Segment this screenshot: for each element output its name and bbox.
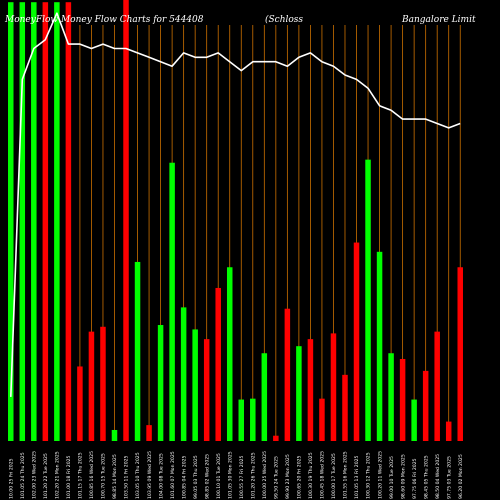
x-tick-label: 98.50 04 Wed 2025	[435, 454, 441, 499]
bar	[457, 267, 463, 441]
bar	[319, 398, 325, 441]
x-tick-label: 102.20 21 Mon 2025	[55, 451, 61, 499]
x-tick-label: 99.90 23 Mon 2025	[285, 454, 291, 499]
x-tick-label: 98.85 14 Mon 2025	[112, 454, 118, 499]
x-tick-label: 100.30 12 Thu 2025	[366, 452, 372, 499]
x-tick-label: 100.65 20 Fri 2025	[297, 455, 303, 499]
tick-layer: 10.00 25 Fri 2025 101.05 24 Thu 2025 102.0…	[8, 451, 463, 499]
bar	[88, 331, 95, 441]
x-tick-label: 101.05 24 Thu 2025	[20, 452, 26, 499]
x-tick-label: 100.10 01 Tue 2025	[216, 453, 222, 499]
bar	[226, 267, 233, 441]
x-tick-label: 100.00 17 Tue 2025	[331, 453, 337, 499]
bar	[296, 346, 302, 441]
bar	[388, 353, 394, 441]
bar	[445, 421, 452, 441]
x-tick-label: 97.75 03 Tue 2025	[446, 456, 452, 499]
bar	[284, 308, 291, 441]
x-tick-label: 102.00 23 Wed 2025	[32, 451, 38, 499]
bar	[215, 287, 221, 441]
x-tick-label: 99.50 24 Tue 2025	[274, 456, 280, 499]
x-tick-label: 101.05 30 Mon 2025	[227, 451, 233, 499]
x-tick-label: 98.85 02 Wed 2025	[204, 454, 210, 499]
x-tick-label: 100.85 04 Fri 2025	[181, 455, 187, 499]
x-tick-label: 96.20 02 Mon 2025	[458, 454, 464, 499]
x-tick-label: 101.00 18 Fri 2025	[66, 455, 72, 499]
bar	[134, 261, 141, 441]
x-tick-label: 100.20 11 Wed 2025	[377, 451, 383, 499]
chart-title-main: MoneyFlow Money Flow Charts for 544408	[4, 15, 204, 25]
x-tick-label: 101.20 22 Tue 2025	[43, 453, 49, 499]
bar	[250, 398, 256, 441]
bar	[342, 374, 348, 441]
bar	[238, 399, 245, 441]
chart-title-company: (Schloss	[265, 14, 303, 25]
x-tick-label: 99.05 03 Thu 2025	[193, 455, 199, 499]
x-tick-label: 100.00 25 Wed 2025	[262, 451, 268, 499]
bar	[411, 399, 417, 441]
bar	[261, 353, 268, 441]
x-tick-label: 100.70 15 Tue 2025	[101, 453, 107, 499]
bar	[434, 331, 440, 441]
bar	[180, 307, 187, 441]
x-tick-label: 99.00 10 Tue 2025	[389, 456, 395, 499]
bar	[77, 366, 83, 441]
x-tick-label: 101.05 13 Fri 2025	[354, 455, 360, 499]
bar	[31, 2, 37, 442]
x-tick-label: 10.00 25 Fri 2025	[8, 458, 14, 499]
bar	[376, 251, 383, 441]
bar	[8, 2, 14, 442]
x-tick-label: 101.55 16 Mon 2025	[343, 451, 349, 499]
line-layer	[10, 12, 461, 397]
x-tick-label: 101.60 07 Mon 2025	[170, 451, 176, 499]
bar	[54, 2, 60, 442]
x-tick-label: 100.55 27 Fri 2025	[239, 455, 245, 499]
x-tick-label: 100.45 18 Wed 2025	[320, 451, 326, 499]
bar	[399, 358, 406, 441]
bar	[42, 2, 49, 442]
bar	[146, 425, 152, 441]
bar	[111, 429, 118, 441]
x-tick-label: 103.95 09 Wed 2025	[147, 451, 153, 499]
bar	[307, 339, 314, 441]
bar	[330, 333, 337, 441]
bar	[169, 162, 175, 441]
x-tick-label: 104.00 08 Tue 2025	[158, 453, 164, 499]
bar	[365, 159, 371, 441]
x-tick-label: 103.50 11 Fri 2025	[124, 455, 130, 499]
x-tick-label: 100.30 19 Thu 2025	[308, 452, 314, 499]
bar	[123, 0, 129, 441]
bar	[65, 2, 72, 442]
x-tick-label: 101.15 17 Thu 2025	[78, 452, 84, 499]
price-line	[10, 12, 461, 397]
bar	[203, 339, 210, 441]
chart-title-suffix: Bangalore Limit	[401, 15, 476, 25]
bar	[353, 242, 360, 441]
x-tick-label: 98.60 09 Mon 2025	[400, 454, 406, 499]
x-tick-label: 101.20 26 Thu 2025	[250, 452, 256, 499]
bar	[157, 325, 164, 441]
bar	[100, 326, 106, 441]
bar-layer	[8, 0, 463, 442]
x-tick-label: 103.05 10 Thu 2025	[135, 452, 141, 499]
x-tick-label: 97.75 06 Fri 2025	[412, 458, 418, 499]
bar	[19, 2, 26, 442]
bar	[273, 435, 279, 441]
bar	[422, 370, 429, 441]
bar	[192, 329, 198, 441]
x-tick-label: 98.45 05 Thu 2025	[423, 455, 429, 499]
x-tick-label: 100.85 16 Wed 2025	[89, 451, 95, 499]
